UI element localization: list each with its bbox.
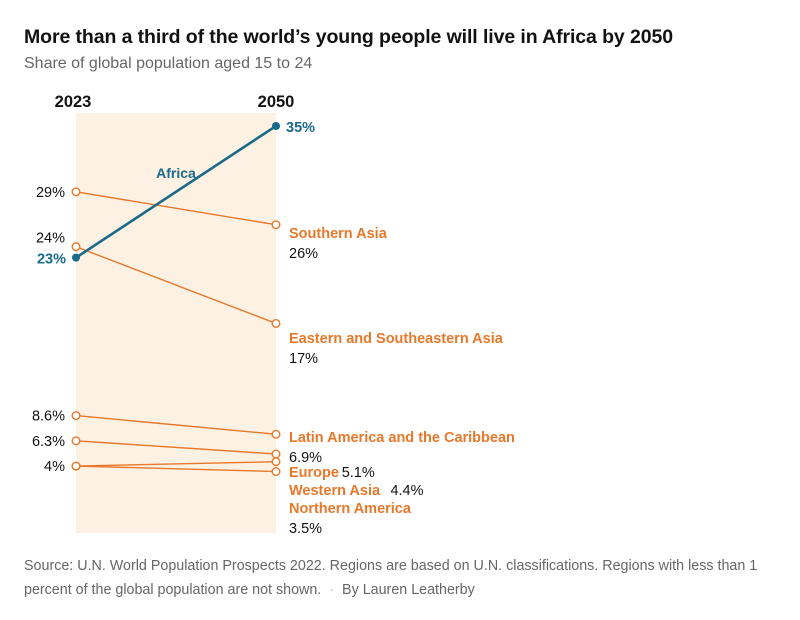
source-note: Source: U.N. World Population Prospects … — [24, 558, 758, 598]
point-start-africa — [72, 253, 80, 262]
chart-subtitle: Share of global population aged 15 to 24 — [24, 55, 313, 72]
series-name-africa: Africa — [156, 165, 196, 181]
value-label-start-latin-america-and-the-caribbean: 8.6% — [32, 409, 65, 425]
point-end-africa — [272, 122, 280, 130]
value-label-end-western-asia: 4.4% — [390, 483, 423, 499]
value-label-end-eastern-and-southeastern-asia: 17% — [289, 351, 318, 367]
point-start-southern-asia — [71, 187, 81, 197]
series-line-eastern-and-southeastern-asia — [75, 246, 277, 325]
point-end-western-asia — [271, 457, 281, 467]
series-line-western-asia — [75, 460, 277, 467]
value-label-start-europe: 6.3% — [32, 434, 65, 450]
value-label-start-southern-asia: 29% — [36, 185, 65, 201]
chart-footer: Source: U.N. World Population Prospects … — [24, 554, 784, 602]
chart-title: More than a third of the world’s young p… — [24, 26, 673, 48]
point-start-eastern-and-southeastern-asia — [71, 242, 81, 252]
series-name-western-asia: Western Asia — [289, 483, 381, 499]
value-label-start-western-asia: 4% — [44, 459, 65, 475]
year-label-start: 2023 — [55, 93, 92, 111]
series-line-europe — [75, 440, 277, 455]
point-start-latin-america-and-the-caribbean — [71, 411, 81, 421]
year-label-end: 2050 — [258, 93, 295, 111]
value-label-end-northern-america: 3.5% — [289, 521, 322, 537]
series-line-northern-america — [75, 465, 277, 473]
footer-separator: · — [329, 582, 335, 598]
series-name-southern-asia: Southern Asia — [289, 226, 388, 242]
point-end-southern-asia — [271, 220, 281, 230]
value-label-end-europe: 5.1% — [342, 465, 375, 481]
byline: By Lauren Leatherby — [342, 582, 475, 598]
series-name-europe: Europe — [289, 465, 339, 481]
series-line-southern-asia — [75, 191, 277, 226]
value-label-start-eastern-and-southeastern-asia: 24% — [36, 231, 65, 247]
series-line-africa — [75, 124, 277, 259]
value-label-end-latin-america-and-the-caribbean: 6.9% — [289, 450, 322, 466]
value-label-end-southern-asia: 26% — [289, 246, 318, 262]
series-name-latin-america-and-the-caribbean: Latin America and the Caribbean — [289, 430, 515, 446]
series-name-northern-america: Northern America — [289, 501, 412, 517]
series-name-eastern-and-southeastern-asia: Eastern and Southeastern Asia — [289, 331, 504, 347]
slope-chart: 2023 2050 29% Southern Asia 26% 24% Eastern an… — [32, 93, 515, 537]
point-start-northern-america — [71, 461, 81, 471]
series-line-latin-america-and-the-caribbean — [75, 414, 277, 435]
point-end-northern-america — [271, 467, 281, 477]
point-end-eastern-and-southeastern-asia — [271, 318, 281, 328]
value-label-end-africa: 35% — [286, 120, 315, 136]
point-end-latin-america-and-the-caribbean — [271, 429, 281, 439]
point-end-europe — [271, 449, 281, 459]
point-start-europe — [71, 436, 81, 446]
value-label-start-africa: 23% — [37, 252, 66, 268]
